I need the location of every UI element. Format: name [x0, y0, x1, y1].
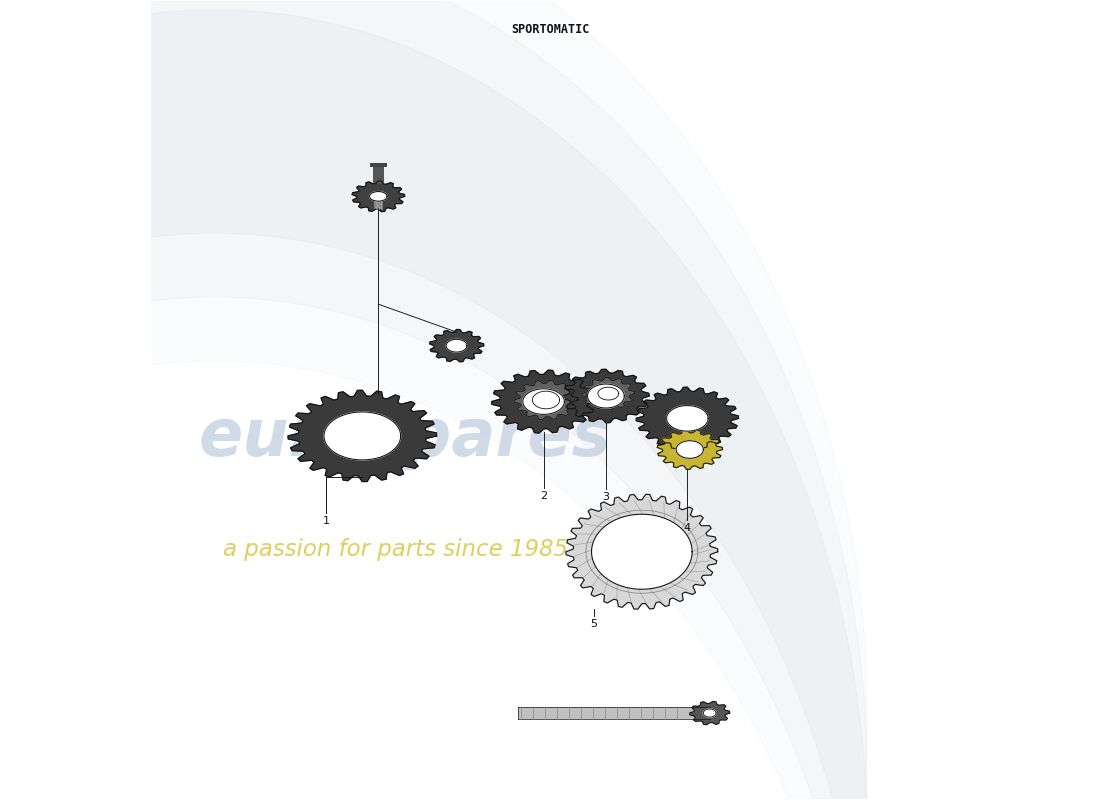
Polygon shape [667, 406, 708, 431]
Polygon shape [582, 378, 635, 410]
Polygon shape [592, 514, 692, 590]
Polygon shape [566, 494, 717, 609]
Polygon shape [370, 191, 387, 201]
Bar [518, 707, 710, 718]
Polygon shape [703, 709, 716, 717]
Text: 3: 3 [603, 493, 609, 502]
Polygon shape [430, 330, 484, 362]
Polygon shape [288, 390, 437, 482]
Polygon shape [587, 384, 625, 408]
Polygon shape [636, 387, 738, 450]
Text: 1: 1 [323, 516, 330, 526]
Polygon shape [532, 391, 560, 409]
Polygon shape [324, 412, 400, 460]
Polygon shape [352, 181, 405, 212]
Text: 4: 4 [684, 522, 691, 533]
Polygon shape [563, 370, 649, 422]
Polygon shape [492, 370, 595, 433]
Bar [374, 193, 383, 209]
Polygon shape [514, 380, 578, 420]
Bar [373, 166, 384, 183]
Text: SPORTOMATIC: SPORTOMATIC [510, 23, 590, 36]
Text: eurospares: eurospares [199, 406, 612, 470]
Polygon shape [690, 702, 729, 725]
Text: 5: 5 [591, 618, 597, 629]
Polygon shape [447, 339, 466, 352]
Polygon shape [676, 441, 703, 458]
Bar [370, 163, 387, 167]
Text: 2: 2 [540, 491, 547, 501]
Polygon shape [657, 430, 723, 470]
Polygon shape [598, 387, 618, 400]
Text: a passion for parts since 1985: a passion for parts since 1985 [222, 538, 568, 561]
Polygon shape [522, 389, 564, 414]
